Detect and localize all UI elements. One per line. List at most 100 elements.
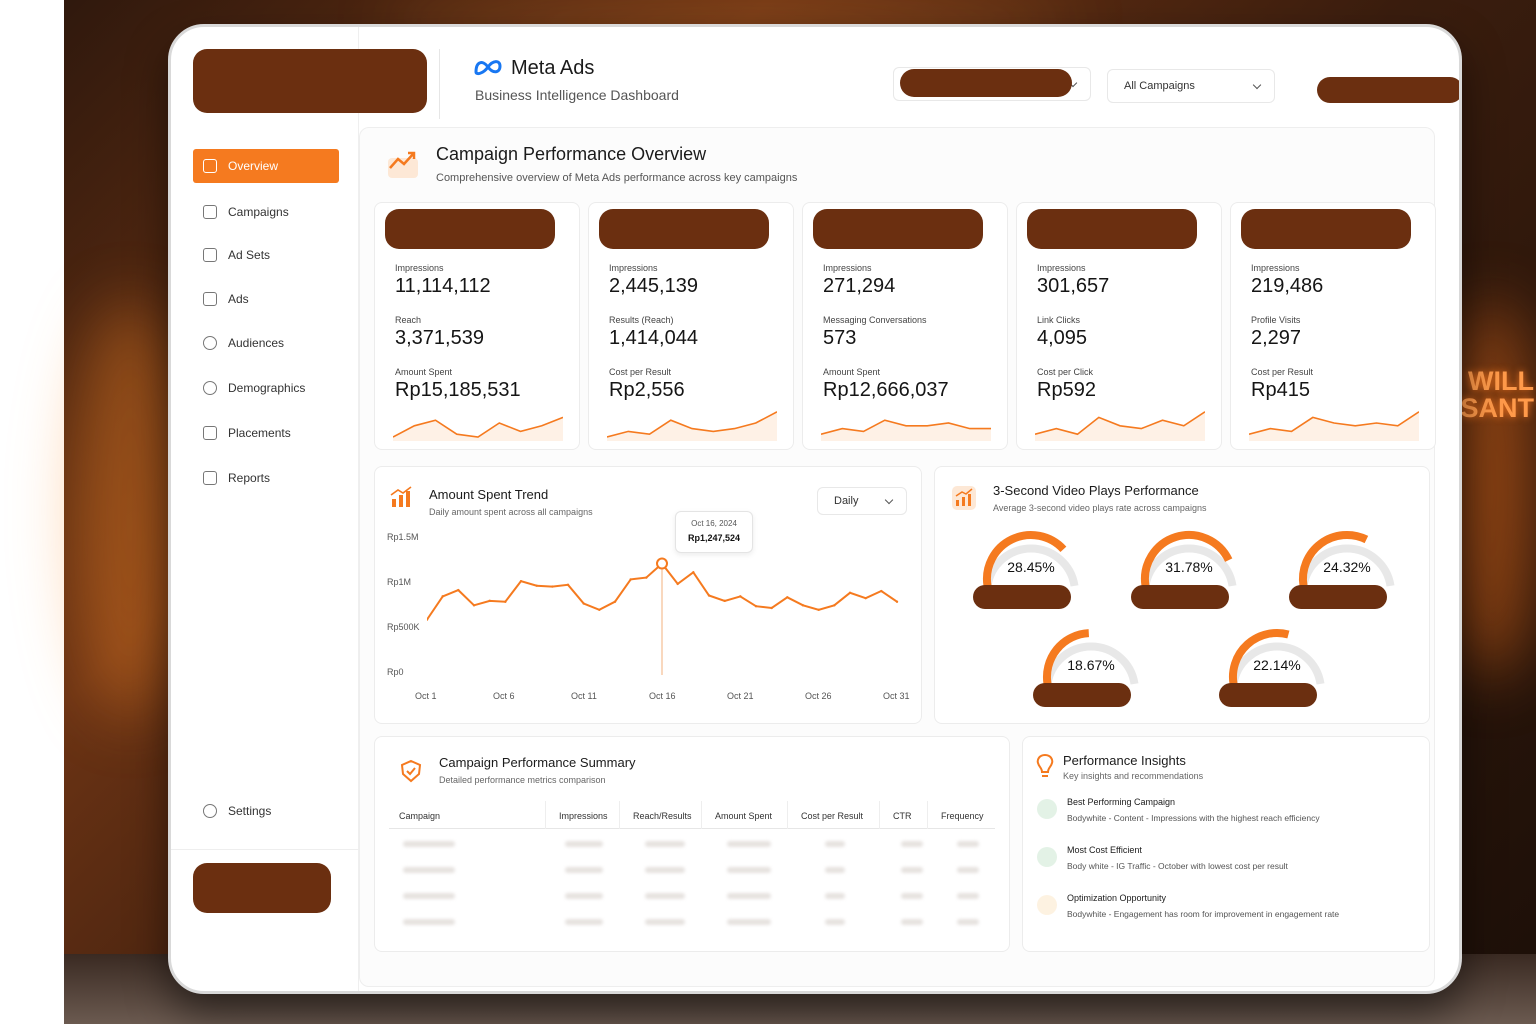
x-tick-label: Oct 16 [649,691,676,701]
users-icon [203,336,217,350]
data-point[interactable] [566,583,570,586]
data-point[interactable] [598,608,601,611]
summary-title: Campaign Performance Summary [439,755,636,770]
redacted-campaign-name [599,209,769,249]
insight-description: Body white - IG Traffic - October with l… [1067,861,1288,871]
column-header[interactable]: Amount Spent [715,811,773,821]
sidebar-item-demographics[interactable]: Demographics [193,371,339,405]
video-play-gauge[interactable]: 24.32% [1287,523,1407,609]
column-header[interactable]: Campaign [399,811,441,821]
data-point[interactable] [723,599,726,603]
kpi-label: Impressions [1251,263,1300,273]
column-header[interactable]: Impressions [559,811,608,821]
sidebar-item-label: Overview [228,159,279,173]
chevron-down-icon [884,495,894,505]
sidebar-item-ad-sets[interactable]: Ad Sets [193,238,339,272]
main-content: Campaign Performance Overview Comprehens… [359,127,1436,987]
sidebar-item-settings[interactable]: Settings [193,794,339,828]
redacted-user-card[interactable] [193,863,331,913]
data-point[interactable] [817,608,820,611]
gauge-track [1299,544,1395,587]
data-point[interactable] [754,605,758,608]
data-point[interactable] [895,600,899,603]
kpi-value: 573 [823,327,857,349]
sidebar-item-audiences[interactable]: Audiences [193,326,339,360]
data-point[interactable] [645,576,648,579]
data-point[interactable] [692,571,695,574]
blurred-cell [825,919,845,925]
video-play-gauge[interactable]: 18.67% [1031,621,1151,707]
data-point[interactable] [472,604,476,607]
gauge-track [1141,544,1237,587]
kpi-label: Amount Spent [395,367,453,377]
x-tick-label: Oct 31 [883,691,910,701]
spend-trend-chart[interactable] [427,537,901,687]
gauge-track [1229,642,1325,685]
sparkline [1249,411,1419,441]
background-neon-sign: WILL SANT [1460,366,1535,423]
data-point[interactable] [504,600,507,603]
data-point[interactable] [441,595,444,598]
gauge-value: 18.67% [1067,657,1115,673]
data-point[interactable] [739,595,742,598]
highlighted-data-point[interactable] [656,557,668,570]
blurred-cell [727,893,771,899]
gauge-fill [982,531,1067,587]
data-point[interactable] [519,580,523,583]
data-point[interactable] [707,594,711,597]
gauge-fill [1140,530,1233,587]
data-point[interactable] [786,596,789,599]
column-divider [619,801,620,829]
gauge-value: 31.78% [1165,559,1213,575]
kpi-card[interactable]: Impressions 2,445,139 Results (Reach) 1,414… [588,202,794,450]
kpi-card[interactable]: Impressions 301,657 Link Clicks 4,095 Cost p… [1016,202,1222,450]
kpi-card[interactable]: Impressions 219,486 Profile Visits 2,297 Cos… [1230,202,1436,450]
data-point[interactable] [880,589,883,593]
video-play-gauge[interactable]: 31.78% [1129,523,1249,609]
kpi-label: Link Clicks [1037,315,1081,325]
period-select[interactable]: Daily [817,487,907,515]
kpi-value: 3,371,539 [395,327,484,349]
data-point[interactable] [801,604,805,607]
data-point[interactable] [629,578,632,581]
data-point[interactable] [833,604,836,607]
data-point[interactable] [676,582,679,586]
data-point[interactable] [427,618,429,621]
sidebar-item-placements[interactable]: Placements [193,416,339,450]
campaign-filter-select[interactable]: All Campaigns [1107,69,1275,103]
blurred-cell [825,893,845,899]
sidebar-item-reports[interactable]: Reports [193,461,339,495]
data-point[interactable] [848,591,852,595]
data-point[interactable] [864,596,867,600]
column-header[interactable]: CTR [893,811,912,821]
tooltip-date: Oct 16, 2024 [691,519,737,528]
column-header[interactable]: Reach/Results [633,811,692,821]
sidebar-item-overview[interactable]: Overview [193,149,339,183]
redacted-logo [193,49,427,113]
data-point[interactable] [582,602,585,605]
sidebar-item-ads[interactable]: Ads [193,282,339,316]
data-point[interactable] [488,599,491,603]
kpi-label: Impressions [609,263,658,273]
tooltip-value: Rp1,247,524 [687,533,741,543]
data-point[interactable] [535,584,538,587]
gauge-track [983,544,1079,587]
data-point[interactable] [613,600,617,603]
kpi-card[interactable]: Impressions 271,294 Messaging Conversation… [802,202,1008,450]
sidebar-item-label: Settings [228,804,272,818]
kpi-card[interactable]: Impressions 11,114,112 Reach 3,371,539 Amoun… [374,202,580,450]
kpi-value: Rp592 [1037,379,1096,401]
data-point[interactable] [770,606,773,610]
video-play-gauge[interactable]: 28.45% [971,523,1091,609]
data-point[interactable] [457,588,460,592]
data-point[interactable] [551,585,554,588]
column-header[interactable]: Frequency [941,811,984,821]
grid-icon [203,248,217,262]
sidebar-item-campaigns[interactable]: Campaigns [193,195,339,229]
spend-trend-title: Amount Spent Trend [429,487,549,502]
column-divider [787,801,788,829]
column-header[interactable]: Cost per Result [801,811,864,821]
redacted-header-action[interactable] [1317,77,1459,103]
video-play-gauge[interactable]: 22.14% [1217,621,1337,707]
kpi-value: 2,297 [1251,327,1302,349]
